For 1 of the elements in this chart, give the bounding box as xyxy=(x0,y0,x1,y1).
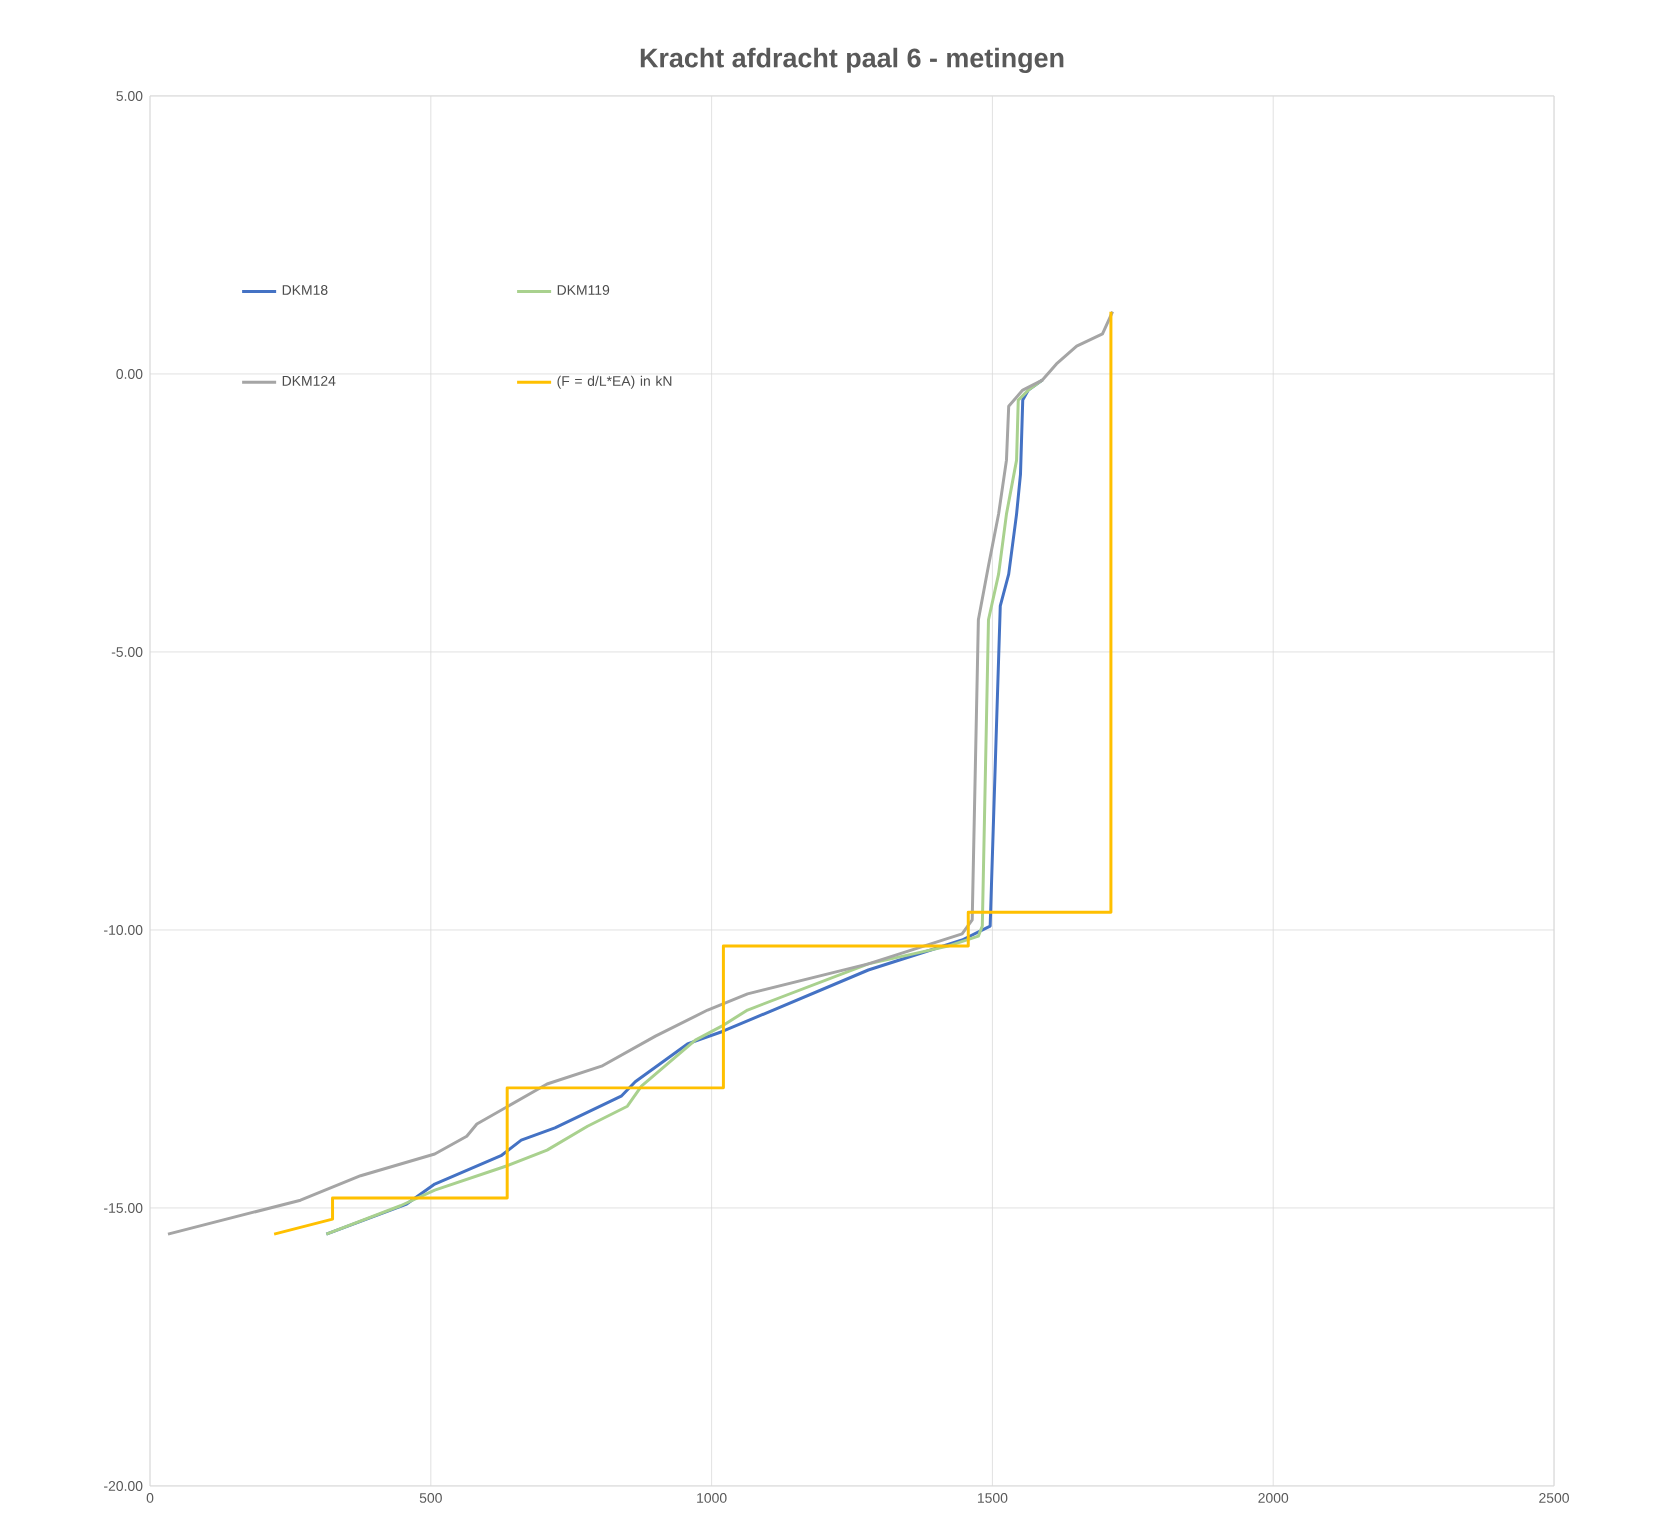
chart-title: Kracht afdracht paal 6 - metingen xyxy=(640,47,1064,73)
